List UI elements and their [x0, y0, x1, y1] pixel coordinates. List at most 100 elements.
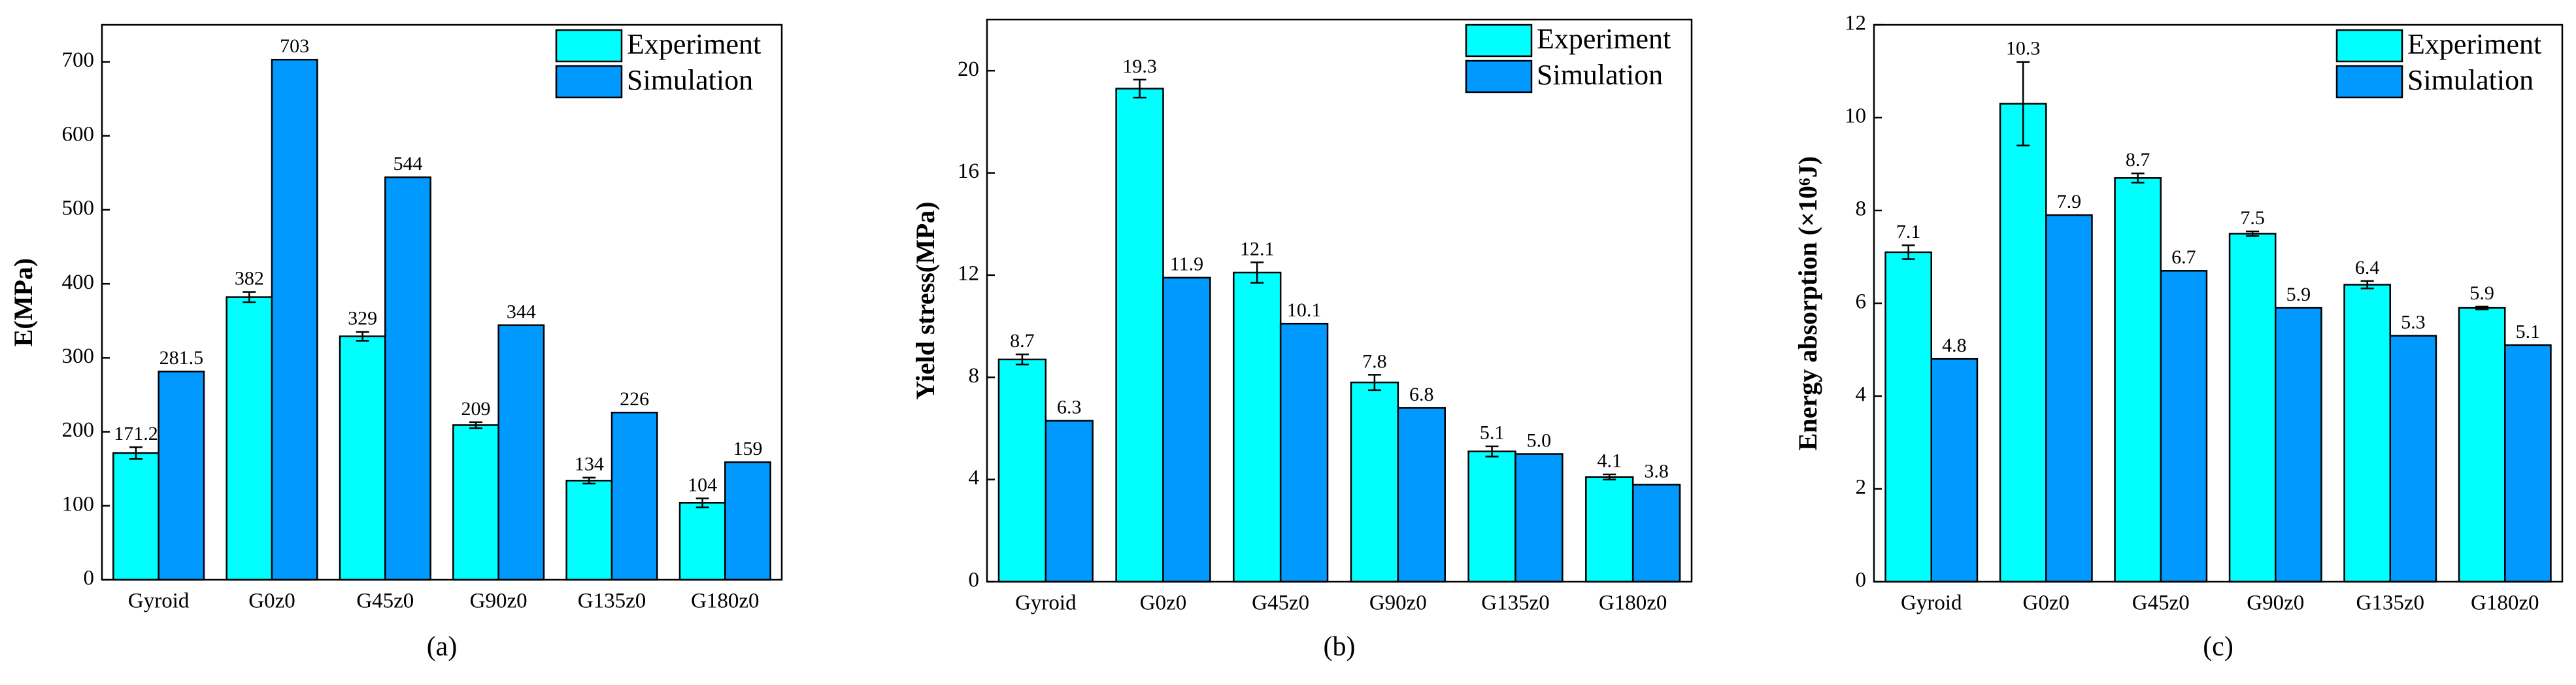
bar: [611, 411, 658, 581]
y-tick-label: 200: [62, 418, 95, 442]
x-tick-label: G45z0: [2132, 592, 2190, 615]
bar: [1397, 407, 1446, 583]
y-tick-label: 400: [62, 271, 95, 294]
plot-frame: [1873, 24, 2564, 583]
bar: [1350, 381, 1399, 583]
legend-label: Simulation: [2407, 64, 2534, 96]
error-bar: [1603, 473, 1616, 480]
value-label: 5.9: [2469, 282, 2494, 304]
error-bar: [1133, 78, 1146, 99]
legend-label: Experiment: [2407, 28, 2541, 60]
bar: [1162, 276, 1211, 583]
value-label: 104: [688, 474, 717, 495]
y-tick-label: 4: [969, 466, 980, 490]
bar: [497, 324, 545, 581]
caption: (b): [1324, 632, 1356, 662]
error-bar: [243, 291, 256, 303]
bar: [1514, 453, 1564, 583]
bar: [1585, 476, 1634, 583]
value-label: 4.1: [1597, 450, 1622, 472]
caption: (c): [2203, 632, 2233, 662]
legend-swatch: [2335, 65, 2403, 99]
value-label: 19.3: [1122, 56, 1157, 77]
value-label: 171.2: [114, 423, 158, 444]
bar: [452, 424, 499, 581]
bar: [1467, 450, 1516, 583]
bar: [2275, 307, 2322, 583]
value-label: 544: [393, 153, 423, 175]
bar: [1999, 103, 2047, 583]
x-tick-label: G90z0: [470, 590, 527, 613]
value-label: 10.3: [2006, 38, 2041, 59]
x-tick-label: G135z0: [1481, 592, 1549, 615]
error-bar: [356, 331, 369, 342]
y-axis-label: Energy absorption (×10⁶J): [1793, 156, 1822, 450]
y-tick-label: 2: [1856, 476, 1867, 499]
value-label: 5.1: [2516, 321, 2541, 342]
value-label: 8.7: [2126, 149, 2150, 171]
error-bar: [1485, 445, 1499, 458]
bar: [1233, 271, 1282, 583]
y-tick-label: 20: [958, 58, 979, 81]
x-tick-label: G0z0: [248, 590, 295, 613]
value-label: 344: [507, 301, 536, 322]
value-label: 11.9: [1170, 254, 1203, 275]
bar: [1045, 420, 1094, 583]
value-label: 209: [461, 398, 491, 420]
y-tick-label: 8: [1856, 197, 1867, 221]
error-bar: [2246, 230, 2260, 237]
x-tick-label: Gyroid: [1015, 592, 1077, 615]
x-tick-label: G180z0: [691, 590, 759, 613]
bar: [158, 371, 205, 581]
y-tick-label: 500: [62, 197, 95, 220]
y-tick-label: 16: [958, 159, 979, 183]
value-label: 6.8: [1409, 384, 1434, 405]
bar: [339, 335, 386, 581]
bar: [2045, 214, 2093, 583]
error-bar: [2016, 61, 2030, 146]
x-tick-label: G90z0: [1369, 592, 1427, 615]
bar: [724, 461, 771, 581]
bar: [2458, 307, 2506, 583]
bar: [226, 296, 273, 581]
y-tick-label: 600: [62, 122, 95, 146]
bar: [678, 502, 726, 581]
value-label: 134: [575, 454, 604, 475]
caption: (a): [427, 632, 458, 662]
bar: [112, 452, 159, 581]
y-tick-label: 700: [62, 48, 95, 72]
bar: [384, 176, 431, 581]
value-label: 5.0: [1527, 429, 1552, 451]
bar: [997, 358, 1047, 583]
error-bar: [2475, 305, 2489, 310]
error-bar: [1250, 261, 1264, 284]
value-label: 4.8: [1942, 335, 1967, 356]
value-label: 7.8: [1362, 350, 1387, 372]
legend-swatch: [555, 65, 623, 99]
bar: [1631, 484, 1681, 583]
plot-frame: [986, 18, 1693, 583]
error-bar: [129, 446, 142, 460]
y-tick-label: 12: [1845, 12, 1866, 35]
legend-swatch: [1465, 24, 1533, 58]
legend-label: Experiment: [627, 28, 761, 60]
value-label: 5.9: [2286, 284, 2311, 305]
x-tick-label: G45z0: [1252, 592, 1309, 615]
x-tick-label: G45z0: [356, 590, 414, 613]
x-tick-label: G180z0: [1599, 592, 1667, 615]
y-tick-label: 0: [969, 569, 980, 592]
y-axis-label: Yield stress(MPa): [911, 201, 940, 399]
value-label: 159: [733, 438, 763, 459]
plot-frame: [101, 24, 783, 581]
error-bar: [1367, 374, 1381, 392]
x-tick-label: Gyroid: [128, 590, 190, 613]
value-label: 12.1: [1240, 238, 1275, 259]
error-bar: [1901, 244, 1915, 260]
y-tick-label: 8: [969, 364, 980, 388]
value-label: 281.5: [159, 347, 204, 369]
x-tick-label: G135z0: [578, 590, 646, 613]
error-bar: [1015, 353, 1029, 365]
legend-label: Simulation: [1537, 59, 1663, 91]
value-label: 5.1: [1480, 422, 1505, 444]
